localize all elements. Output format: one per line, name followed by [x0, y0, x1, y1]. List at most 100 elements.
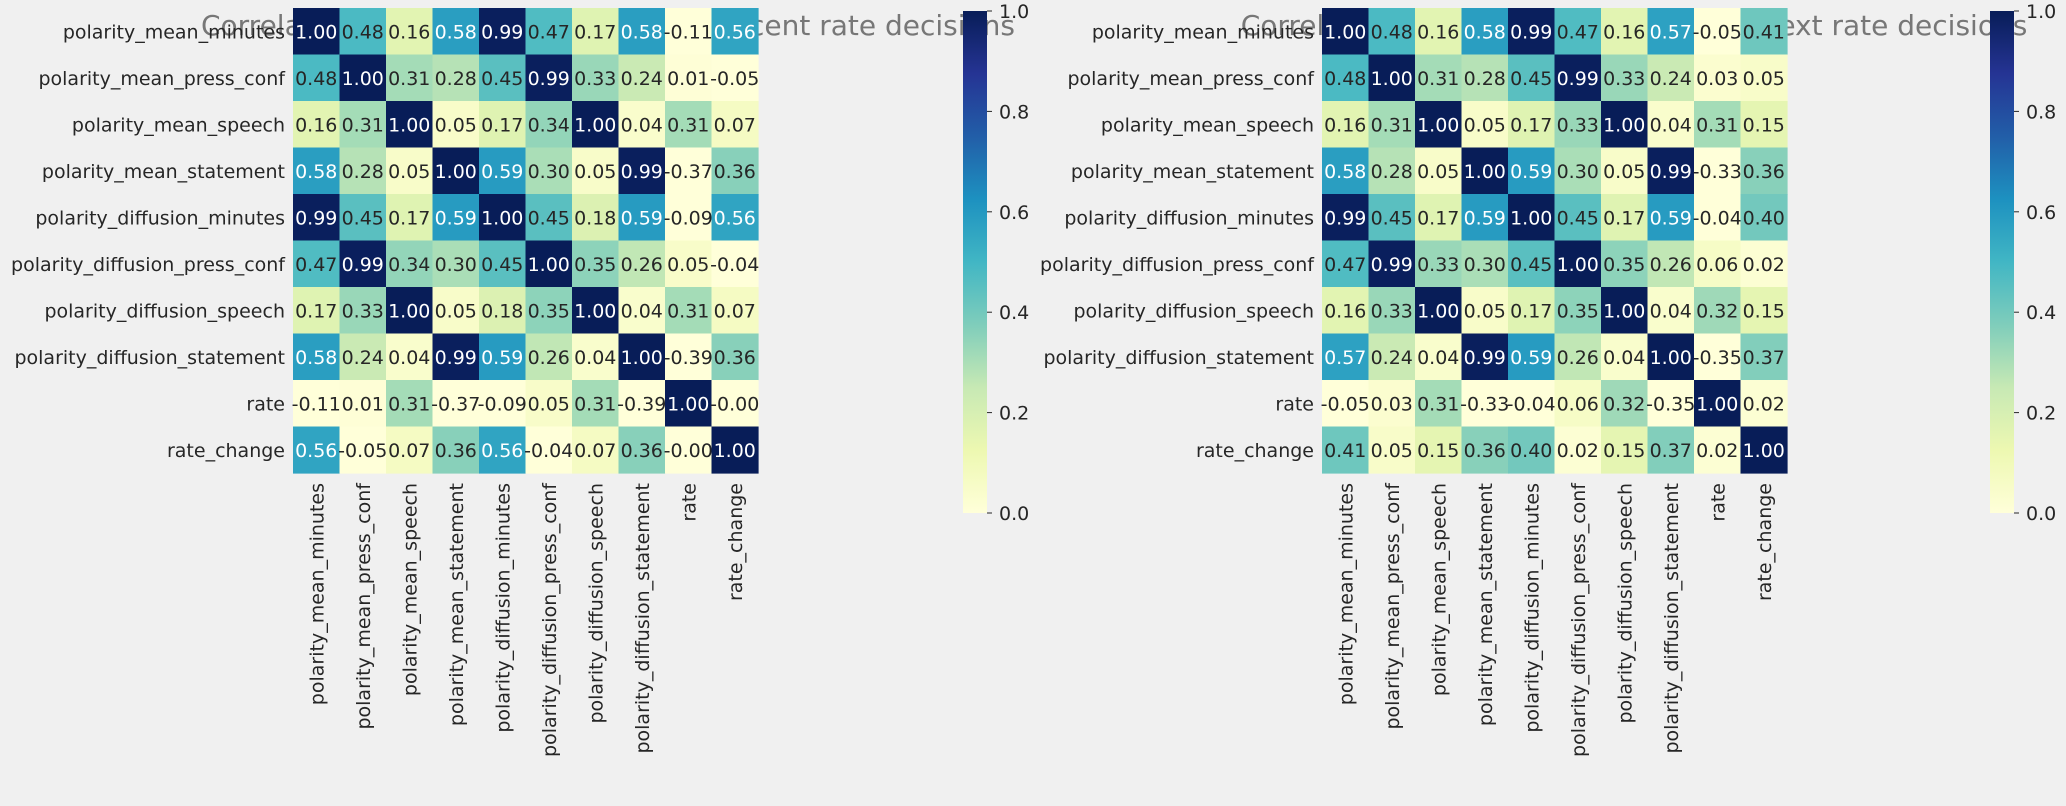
heatmap-cell [479, 380, 527, 428]
column-tick-label: polarity_diffusion_speech [585, 483, 607, 724]
row-tick-label: polarity_diffusion_minutes [1064, 207, 1314, 229]
heatmap-cell [711, 147, 759, 195]
heatmap-cell [525, 426, 573, 474]
heatmap-cell [1694, 101, 1742, 149]
cell-value-label: -0.35 [1693, 347, 1742, 369]
cell-value-label: 0.35 [1603, 254, 1645, 276]
column-tick-label: polarity_diffusion_statement [1661, 483, 1683, 754]
column-tick-label: rate_change [1754, 483, 1776, 601]
cell-value-label: -0.00 [710, 393, 759, 415]
row-tick-label: polarity_mean_minutes [1092, 21, 1314, 43]
heatmap-cells: 1.00 0.48 0.16 0.58 0.99 0.47 0.17 0.58 -0.11 0.5… [292, 8, 759, 474]
heatmap-cell [618, 426, 666, 474]
cell-value-label: 0.02 [1743, 393, 1785, 415]
cell-value-label: 0.05 [388, 161, 430, 183]
heatmap-cell [572, 240, 620, 288]
heatmap-cell [1740, 333, 1788, 381]
cell-value-label: 0.45 [1510, 68, 1552, 90]
heatmap-cell [432, 101, 480, 149]
cell-value-label: 0.01 [342, 393, 384, 415]
heatmap-cell [1508, 194, 1556, 242]
cell-value-label: -0.00 [664, 440, 713, 462]
heatmap-cell [572, 426, 620, 474]
heatmap-cell [1694, 147, 1742, 195]
heatmap-cell [1694, 426, 1742, 474]
heatmap-cell [572, 333, 620, 381]
heatmap-cell [293, 147, 341, 195]
cell-value-label: 0.37 [1650, 440, 1692, 462]
cell-value-label: 0.26 [621, 254, 663, 276]
heatmap-cell [1322, 101, 1370, 149]
heatmap-cell [1322, 147, 1370, 195]
heatmap-cell [1322, 333, 1370, 381]
heatmap-cell [1461, 287, 1509, 335]
cell-value-label: 0.07 [388, 440, 430, 462]
cell-value-label: 0.05 [667, 254, 709, 276]
cell-value-label: 0.56 [714, 207, 756, 229]
colorbar: 0.0 0.2 0.4 0.6 0.8 1.0 [1990, 1, 2056, 525]
heatmap-cell [1368, 54, 1416, 102]
cell-value-label: 0.17 [574, 21, 616, 43]
row-labels: polarity_mean_minutes polarity_mean_press… [1040, 21, 1315, 462]
heatmap-cell [711, 287, 759, 335]
heatmap-cell [1368, 287, 1416, 335]
cell-value-label: 0.16 [1417, 21, 1459, 43]
cell-value-label: 0.28 [342, 161, 384, 183]
heatmap-cell [1322, 54, 1370, 102]
heatmap-cell [293, 8, 341, 56]
heatmap-cell [665, 147, 713, 195]
cell-value-label: 0.31 [1371, 114, 1413, 136]
heatmap-cell [618, 333, 666, 381]
column-tick-label: rate_change [725, 483, 747, 601]
cell-value-label: 0.40 [1743, 207, 1785, 229]
cell-value-label: 0.17 [1417, 207, 1459, 229]
colorbar-tick-label: 0.6 [2026, 202, 2056, 224]
cell-value-label: 0.15 [1743, 114, 1785, 136]
colorbar-tick-label: 0.2 [999, 403, 1029, 425]
cell-value-label: -0.04 [710, 254, 759, 276]
cell-value-label: 0.47 [1324, 254, 1366, 276]
heatmap-cell [1694, 194, 1742, 242]
heatmap-cell [1508, 101, 1556, 149]
cell-value-label: 1.00 [435, 161, 477, 183]
cell-value-label: 0.47 [528, 21, 570, 43]
heatmap-cell [1694, 240, 1742, 288]
heatmap-cell [1415, 147, 1463, 195]
heatmap-cells: 1.00 0.48 0.16 0.58 0.99 0.47 0.16 0.57 -0.05 0.4… [1321, 8, 1788, 474]
cell-value-label: 0.05 [1371, 440, 1413, 462]
row-tick-label: rate [246, 393, 285, 415]
row-tick-label: polarity_mean_press_conf [1067, 68, 1315, 90]
column-tick-label: polarity_mean_statement [446, 483, 468, 726]
colorbar-tick-label: 1.0 [999, 1, 1029, 23]
cell-value-label: 0.40 [1510, 440, 1552, 462]
cell-value-label: 0.04 [621, 300, 663, 322]
heatmap-cell [1740, 240, 1788, 288]
heatmap-cell [711, 101, 759, 149]
heatmap-cell [1322, 287, 1370, 335]
cell-value-label: 0.04 [1603, 347, 1645, 369]
row-tick-label: polarity_mean_speech [1101, 114, 1314, 136]
heatmap-cell [1322, 194, 1370, 242]
heatmap-cell [1554, 8, 1602, 56]
column-labels: polarity_mean_minutes polarity_mean_press… [1335, 482, 1776, 757]
heatmap-cell [386, 380, 434, 428]
heatmap-cell [1415, 240, 1463, 288]
cell-value-label: 0.15 [1603, 440, 1645, 462]
cell-value-label: 1.00 [621, 347, 663, 369]
heatmap-cell [1415, 8, 1463, 56]
cell-value-label: 0.07 [574, 440, 616, 462]
heatmap-cell [1740, 54, 1788, 102]
heatmap-cell [432, 147, 480, 195]
cell-value-label: 1.00 [1510, 207, 1552, 229]
cell-value-label: 1.00 [1743, 440, 1785, 462]
colorbar-gradient [963, 11, 987, 513]
column-tick-label: polarity_mean_press_conf [1382, 482, 1404, 730]
cell-value-label: 0.16 [388, 21, 430, 43]
heatmap-cell [1508, 380, 1556, 428]
cell-value-label: 0.32 [1696, 300, 1738, 322]
heatmap-cell [386, 147, 434, 195]
cell-value-label: 0.59 [1650, 207, 1692, 229]
cell-value-label: 0.33 [1371, 300, 1413, 322]
heatmap-cell [293, 426, 341, 474]
heatmap-cell [1601, 101, 1649, 149]
